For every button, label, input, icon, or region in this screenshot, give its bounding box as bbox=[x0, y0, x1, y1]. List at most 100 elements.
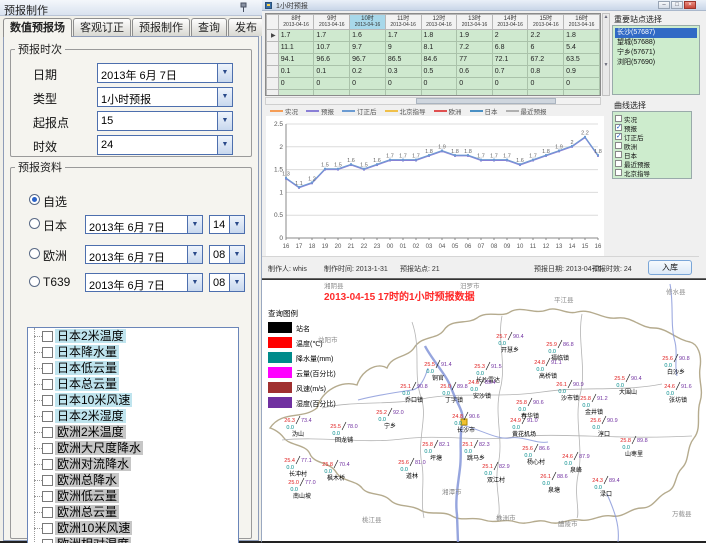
store-button[interactable]: 入库 bbox=[648, 260, 692, 275]
grid-cell[interactable]: 6 bbox=[527, 41, 565, 54]
grid-cell[interactable] bbox=[384, 89, 422, 95]
grid-vertical-scrollbar[interactable]: ▲ ▼ bbox=[602, 13, 610, 96]
grid-cell[interactable]: 10.7 bbox=[313, 41, 351, 54]
grid-column-header[interactable]: 9时 2013-04-16 bbox=[313, 14, 351, 30]
field-tree[interactable]: 日本2米温度 日本降水量 日本低云量 日本总云量 日本10米风速 日本2米湿度 欧洲2米温度… bbox=[27, 327, 239, 543]
grid-column-header[interactable]: 13时 2013-04-16 bbox=[456, 14, 493, 30]
radio-自选[interactable] bbox=[29, 194, 40, 205]
tree-item[interactable]: 欧洲大尺度降水 bbox=[34, 440, 238, 456]
checkbox-icon[interactable] bbox=[42, 506, 53, 518]
checkbox-icon[interactable]: ✓ bbox=[615, 124, 622, 131]
grid-cell[interactable]: 1.9 bbox=[456, 29, 493, 42]
tab-查询[interactable]: 查询 bbox=[191, 18, 227, 36]
tree-item[interactable]: 日本2米湿度 bbox=[34, 408, 238, 424]
map-station[interactable]: 26.3 73.4 0.0沩山 bbox=[284, 415, 312, 438]
checkbox-icon[interactable] bbox=[42, 346, 53, 358]
grid-cell[interactable]: 86.5 bbox=[384, 53, 422, 66]
grid-row[interactable]: ▶ 1.7 1.7 1.6 1.7 1.8 1.9 2 2.2 1.8 bbox=[266, 29, 600, 42]
radio-T639[interactable] bbox=[29, 276, 40, 287]
grid-cell[interactable] bbox=[563, 89, 600, 95]
combo-date-日本[interactable]: 2013年 6月 7日 ▼ bbox=[85, 215, 203, 234]
tree-item[interactable]: 欧洲对流降水 bbox=[34, 456, 238, 472]
radio-欧洲[interactable] bbox=[29, 248, 40, 259]
checkbox-icon[interactable] bbox=[42, 490, 53, 502]
tree-item[interactable]: 日本低云量 bbox=[34, 360, 238, 376]
grid-cell[interactable]: 1.6 bbox=[349, 29, 386, 42]
combo-类型[interactable]: 1小时预报 ▼ bbox=[97, 87, 233, 107]
grid-cell[interactable] bbox=[277, 89, 315, 95]
checkbox-icon[interactable]: ✓ bbox=[615, 133, 622, 140]
grid-column-header[interactable]: 11时 2013-04-16 bbox=[384, 14, 422, 30]
grid-cell[interactable]: 0 bbox=[420, 77, 458, 90]
chevron-down-icon[interactable]: ▼ bbox=[229, 246, 244, 263]
grid-cell[interactable]: 0.2 bbox=[349, 65, 386, 78]
row-selector[interactable] bbox=[266, 77, 279, 90]
station-list-item[interactable]: 宁乡(57671) bbox=[617, 49, 656, 56]
combo-时效[interactable]: 24 ▼ bbox=[97, 135, 233, 155]
chevron-down-icon[interactable]: ▼ bbox=[187, 216, 202, 233]
grid-cell[interactable]: 5.4 bbox=[563, 41, 600, 54]
combo-起报点[interactable]: 15 ▼ bbox=[97, 111, 233, 131]
checkbox-icon[interactable] bbox=[42, 474, 53, 486]
checkbox-icon[interactable] bbox=[42, 378, 53, 390]
grid-cell[interactable]: 0.1 bbox=[277, 65, 315, 78]
grid-cell[interactable]: 0.6 bbox=[456, 65, 493, 78]
chevron-down-icon[interactable]: ▼ bbox=[217, 64, 232, 82]
grid-cell[interactable]: 0 bbox=[277, 77, 315, 90]
grid-cell[interactable]: 0.1 bbox=[313, 65, 351, 78]
row-selector[interactable] bbox=[266, 41, 279, 54]
grid-column-header[interactable]: 8时 2013-04-16 bbox=[277, 14, 315, 30]
grid-column-header[interactable]: 10时 2013-04-16 bbox=[349, 14, 386, 30]
grid-cell[interactable]: 96.7 bbox=[349, 53, 386, 66]
chevron-down-icon[interactable]: ▼ bbox=[217, 136, 232, 154]
checkbox-icon[interactable] bbox=[42, 458, 53, 470]
tree-item[interactable]: 日本总云量 bbox=[34, 376, 238, 392]
row-selector[interactable] bbox=[266, 53, 279, 66]
grid-cell[interactable] bbox=[456, 89, 493, 95]
grid-cell[interactable]: 72.1 bbox=[491, 53, 529, 66]
grid-row[interactable]: 94.1 96.6 96.7 86.5 84.6 77 72.1 67.2 63.5 bbox=[266, 53, 600, 66]
grid-cell[interactable]: 0 bbox=[491, 77, 529, 90]
grid-cell[interactable]: 1.8 bbox=[563, 29, 600, 42]
station-list[interactable]: 长沙(57687) 望城(57688) 宁乡(57671) 浏阳(57690) bbox=[612, 25, 700, 95]
grid-column-header[interactable]: 16时 2013-04-16 bbox=[563, 14, 600, 30]
grid-cell[interactable] bbox=[420, 89, 458, 95]
tree-item[interactable]: 欧洲2米温度 bbox=[34, 424, 238, 440]
grid-cell[interactable]: 1.7 bbox=[277, 29, 315, 42]
grid-cell[interactable]: 11.1 bbox=[277, 41, 315, 54]
curve-item[interactable]: 实况 bbox=[615, 114, 689, 124]
grid-horizontal-scrollbar[interactable] bbox=[265, 97, 601, 105]
checkbox-icon[interactable] bbox=[615, 151, 622, 158]
grid-cell[interactable]: 0.7 bbox=[491, 65, 529, 78]
grid-cell[interactable]: 1.7 bbox=[384, 29, 422, 42]
station-list-item[interactable]: 长沙(57687) bbox=[615, 28, 697, 38]
combo-hour-欧洲[interactable]: 08 ▼ bbox=[209, 245, 245, 264]
chevron-down-icon[interactable]: ▼ bbox=[187, 246, 202, 263]
grid-cell[interactable]: 2 bbox=[491, 29, 529, 42]
station-list-item[interactable]: 浏阳(57690) bbox=[617, 59, 656, 66]
tree-item[interactable]: 日本降水量 bbox=[34, 344, 238, 360]
grid-cell[interactable]: 96.6 bbox=[313, 53, 351, 66]
checkbox-icon[interactable] bbox=[42, 330, 53, 342]
checkbox-icon[interactable] bbox=[42, 522, 53, 534]
grid-column-header[interactable]: 12时 2013-04-16 bbox=[420, 14, 458, 30]
checkbox-icon[interactable] bbox=[42, 410, 53, 422]
chevron-down-icon[interactable]: ▼ bbox=[229, 216, 244, 233]
grid-cell[interactable]: 63.5 bbox=[563, 53, 600, 66]
checkbox-icon[interactable] bbox=[615, 142, 622, 149]
grid-cell[interactable]: 0 bbox=[456, 77, 493, 90]
combo-日期[interactable]: 2013年 6月 7日 ▼ bbox=[97, 63, 233, 83]
